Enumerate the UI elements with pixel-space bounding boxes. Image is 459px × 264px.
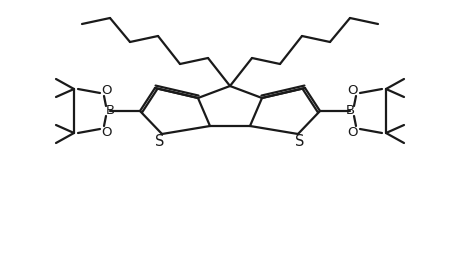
Text: O: O (347, 83, 358, 97)
Text: O: O (101, 125, 112, 139)
Text: B: B (345, 105, 354, 117)
Text: B: B (105, 105, 114, 117)
Text: S: S (295, 134, 304, 148)
Text: O: O (101, 83, 112, 97)
Text: O: O (347, 125, 358, 139)
Text: S: S (155, 134, 164, 148)
